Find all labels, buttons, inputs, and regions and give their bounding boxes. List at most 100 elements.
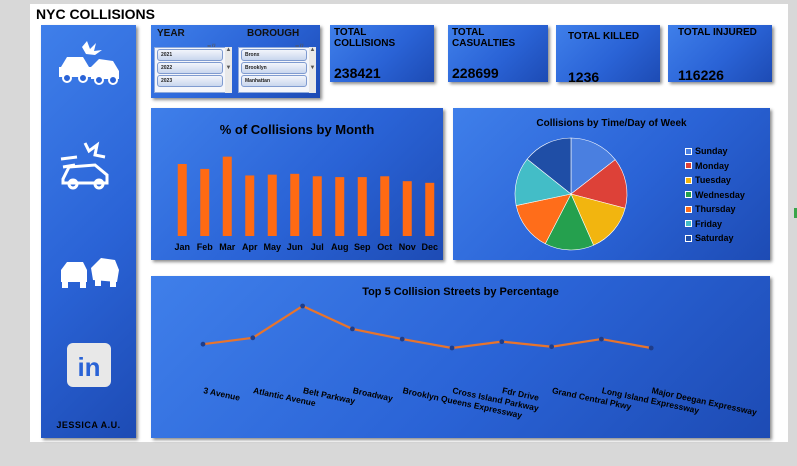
streets-line-series [202,304,652,350]
pie-slice-sunday [570,137,616,195]
streets-line-chart-panel: Top 5 Collision Streets by Percentage 3 … [151,276,770,438]
dashboard-title: NYC COLLISIONS [36,6,156,22]
legend-item-sunday: Sunday [685,146,728,156]
legend-item-thursday: Thursday [685,204,736,214]
bar-mar [222,156,232,236]
year-option-2021[interactable]: 2021 [157,49,223,61]
year-option-2023[interactable]: 2023 [157,75,223,87]
month-tick-label: Apr [242,242,258,252]
month-tick-label: Sep [354,242,371,252]
bar-oct [380,176,390,236]
legend-swatch [685,205,692,213]
borough-slicer-list: Bronx Brooklyn Manhattan [238,47,310,93]
borough-option-manhattan[interactable]: Manhattan [241,75,307,87]
legend-label: Wednesday [695,189,745,200]
bar-nov [402,181,412,236]
borough-slicer-title: BOROUGH [247,28,300,39]
month-tick-label: May [263,242,281,252]
legend-item-friday: Friday [685,219,722,229]
year-scrollbar[interactable]: ▲ ▼ [225,47,232,93]
street-tick-label: 3 Avenue [203,385,242,403]
kpi-total-casualties: TOTAL CASUALTIES 228699 [448,25,548,82]
year-option-2022[interactable]: 2022 [157,62,223,74]
pie-slice-tuesday [570,193,626,246]
car-crash-icon [55,37,123,97]
line-point [449,345,455,351]
line-point [350,326,355,332]
bar-sep [357,177,367,236]
pie-slice-wednesday [544,193,594,251]
month-tick-label: Aug [331,242,349,252]
month-tick-label: Jan [174,242,190,252]
kpi-total-killed: TOTAL KILLED 1236 [556,25,660,85]
kpi-label: TOTAL KILLED [568,31,640,42]
legend-swatch [685,191,692,198]
legend-item-saturday: Saturday [685,233,734,243]
borough-option-brooklyn[interactable]: Brooklyn [241,62,307,74]
line-point [499,339,505,345]
legend-swatch [685,176,692,184]
month-tick-label: Jun [287,242,303,252]
pie-chart-title: Collisions by Time/Day of Week [536,118,687,129]
legend-swatch [685,147,692,155]
borough-scrollbar[interactable]: ▲ ▼ [309,47,316,93]
author-name: JESSICA A.U. [56,420,121,430]
month-tick-label: Nov [399,242,416,252]
legend-swatch [685,220,692,227]
borough-slicer: BOROUGH ≡⊽ Bronx Brooklyn Manhattan ▲▼ [235,25,320,98]
legend-label: Sunday [695,146,728,156]
bar-jan [177,164,187,236]
bar-dec [425,182,435,236]
month-tick-label: Mar [219,242,236,252]
legend-label: Saturday [695,233,734,243]
pie-slice-monday [570,159,628,209]
bar-apr [245,175,255,236]
line-chart-title: Top 5 Collision Streets by Percentage [362,286,559,298]
car-accident-icon [55,135,123,195]
line-point [648,345,654,351]
legend-label: Friday [695,218,723,229]
line-point [200,341,206,347]
street-tick-label: Broadway [352,385,394,403]
sidebar: in JESSICA A.U. [41,25,136,438]
linkedin-text: in [77,352,100,382]
month-tick-label: Jul [311,242,324,252]
day-pie-chart [514,137,628,251]
bar-jun [290,173,300,236]
edge-marker [794,208,797,218]
legend-swatch [685,234,692,242]
legend-item-tuesday: Tuesday [685,175,731,185]
bar-may [267,174,277,236]
kpi-value: 228699 [452,65,499,81]
kpi-value: 238421 [334,65,381,81]
year-slicer: YEAR ≡⊽ 2021 2022 2023 ▲▼ [151,25,233,98]
legend-label: Thursday [695,204,736,214]
year-slicer-title: YEAR [157,28,185,39]
legend-swatch [685,162,692,169]
line-point [549,344,554,350]
kpi-label: TOTAL INJURED [678,27,757,38]
kpi-total-collisions: TOTAL COLLISIONS 238421 [330,25,434,82]
kpi-value: 116226 [678,67,724,83]
year-slicer-list: 2021 2022 2023 [154,47,226,93]
month-tick-label: Dec [421,242,438,252]
legend-label: Tuesday [695,175,731,185]
legend-item-wednesday: Wednesday [685,190,745,200]
legend-item-monday: Monday [685,161,729,171]
bar-feb [200,168,210,236]
cars-collision-icon [55,240,123,300]
bar-aug [335,177,345,236]
line-point [250,335,256,341]
linkedin-icon[interactable]: in [55,337,123,397]
kpi-total-injured: TOTAL INJURED 116226 [668,25,772,83]
kpi-label: TOTAL COLLISIONS [334,27,396,49]
day-pie-chart-panel: Collisions by Time/Day of Week Sunday Mon… [453,108,770,260]
month-tick-label: Feb [197,242,214,252]
bar-jul [312,176,322,236]
month-bar-chart: Jan Feb Mar Apr May Jun Jul Aug Sep Oct Nov Dec [174,156,438,252]
borough-option-bronx[interactable]: Bronx [241,49,307,61]
kpi-value: 1236 [568,69,600,85]
slicer-panel: YEAR ≡⊽ 2021 2022 2023 ▲▼ BOROUGH ≡⊽ Bro… [151,25,320,98]
pie-slice-saturday [526,137,572,195]
